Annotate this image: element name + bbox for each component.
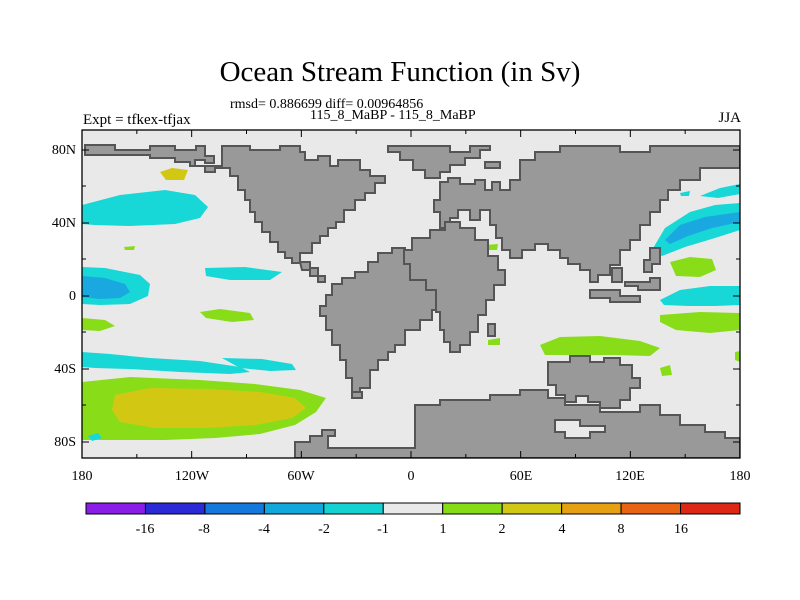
colorbar-label: -1	[377, 522, 389, 537]
contour-cyan-40s-east	[222, 358, 296, 371]
land-south-america-tip	[351, 391, 363, 399]
land-greenland	[387, 145, 491, 179]
contour-green-20s	[82, 318, 115, 331]
contour-green-south-east2	[735, 351, 740, 362]
land-indonesia	[589, 289, 641, 303]
lat-tick-label: 0	[69, 289, 76, 304]
subtitle-runs: 115_8_MaBP - 115_8_MaBP	[310, 108, 476, 123]
land-eurasia	[433, 145, 740, 283]
colorbar-swatch	[501, 502, 563, 515]
contour-green-west-pacific-south	[660, 312, 740, 333]
contour-yellow-north	[160, 168, 188, 180]
land-japan	[643, 247, 661, 273]
lon-tick-label: 120E	[615, 469, 645, 484]
lon-tick-marks	[81, 130, 741, 458]
contour-cyan-west-pacific-east	[700, 184, 740, 198]
lat-tick-marks	[82, 149, 740, 443]
lat-tick-labels: 80N 40N 0 40S 80S	[52, 143, 76, 450]
lat-tick-label: 80N	[52, 143, 76, 158]
colorbar-swatch	[204, 502, 265, 515]
experiment-label: Expt = tfkex-tfjax	[83, 112, 191, 128]
colorbar-swatch	[382, 502, 444, 515]
colorbar-label: 2	[499, 522, 506, 537]
colorbar-swatch	[144, 502, 206, 515]
land-masses	[84, 144, 740, 458]
contour-blue-west-pacific-north	[665, 212, 740, 244]
colorbar-swatch	[680, 502, 741, 515]
contour-cyan-south-small	[88, 433, 102, 441]
contour-green-south-east	[660, 365, 672, 376]
land-central-america	[298, 261, 326, 283]
contour-green-west-pacific	[670, 257, 716, 277]
lon-tick-label: 60E	[510, 469, 533, 484]
land-madagascar	[487, 323, 496, 337]
lon-tick-label: 0	[408, 469, 415, 484]
colorbar-label: -4	[258, 522, 270, 537]
lat-tick-label: 80S	[54, 435, 76, 450]
lat-tick-label: 40N	[52, 216, 76, 231]
colorbar-swatch	[620, 502, 682, 515]
colorbar-swatch	[323, 502, 384, 515]
lon-tick-labels: 180 120W 60W 0 60E 120E 180	[72, 469, 751, 484]
colorbar-swatch	[561, 502, 622, 515]
colorbar-labels: -16 -8 -4 -2 -1 1 2 4 8 16	[136, 522, 688, 537]
lat-tick-label: 40S	[54, 362, 76, 377]
colorbar-label: -16	[136, 522, 155, 537]
contour-fills	[82, 168, 740, 441]
colorbar-label: 8	[618, 522, 625, 537]
land-antarctica	[294, 389, 740, 458]
contour-cyan-equator-east	[205, 267, 282, 280]
contour-yellow-south-pacific	[112, 388, 306, 428]
contour-cyan-west-pacific-small	[680, 191, 690, 196]
subtitle-stats: rmsd= 0.886699 diff= 0.00964856	[230, 97, 424, 112]
contour-cyan-west-pacific-eq	[660, 286, 740, 306]
land-north-america	[84, 144, 386, 264]
colorbar-label: 4	[559, 522, 566, 537]
contour-green-north-small	[124, 246, 135, 250]
colorbar-label: 16	[674, 522, 688, 537]
contour-blue-equator	[82, 276, 130, 299]
colorbar-swatch	[442, 502, 503, 515]
lon-tick-label: 60W	[287, 469, 315, 484]
plot-title: Ocean Stream Function (in Sv)	[219, 56, 581, 88]
colorbar-label: -8	[198, 522, 210, 537]
contour-green-indian-small	[488, 338, 500, 345]
land-africa	[403, 221, 506, 353]
land-philippines	[611, 267, 623, 283]
colorbar-swatch	[263, 502, 325, 515]
colorbar-label: 1	[440, 522, 447, 537]
antarctic-ocean-gap	[554, 419, 606, 439]
land-arctic-islands	[484, 161, 501, 169]
season-label: JJA	[718, 110, 741, 126]
contour-green-20s-east	[200, 309, 254, 322]
land-indonesia-east	[624, 277, 661, 291]
colorbar-label: -2	[318, 522, 330, 537]
contour-green-indian	[540, 336, 660, 356]
lon-tick-label: 180	[730, 469, 751, 484]
lon-tick-label: 180	[72, 469, 93, 484]
contour-cyan-north-pacific	[82, 190, 208, 226]
lon-tick-label: 120W	[175, 469, 210, 484]
colorbar-swatch	[85, 502, 146, 515]
contour-cyan-40s	[82, 352, 250, 374]
colorbar	[85, 502, 741, 515]
